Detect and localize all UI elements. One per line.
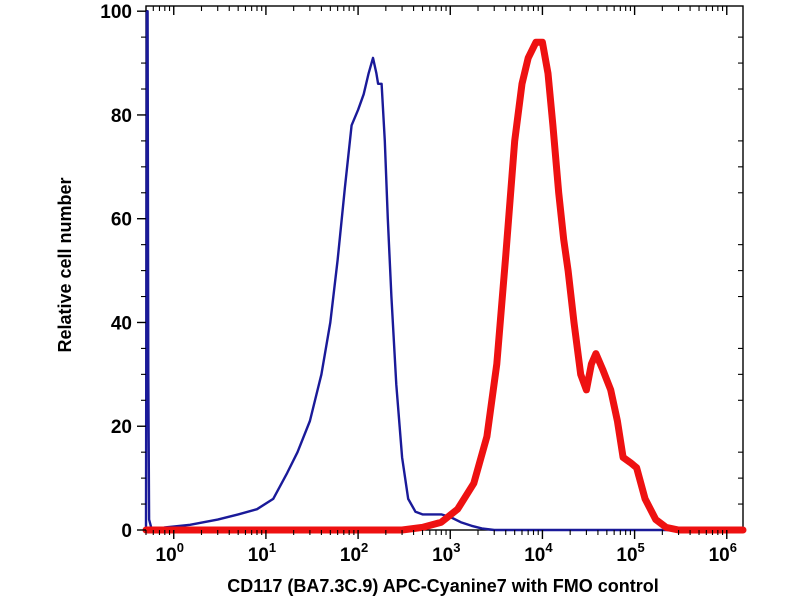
x-tick-label: 105 <box>616 540 644 566</box>
y-tick-label: 40 <box>111 313 132 334</box>
cd117-stained-histogram <box>142 38 747 534</box>
plot-border <box>145 5 744 531</box>
y-tick-label: 60 <box>111 210 132 231</box>
y-tick-label: 80 <box>111 106 132 127</box>
y-tick-label: 0 <box>121 521 132 542</box>
y-tick-label: 100 <box>100 2 132 23</box>
y-axis-title: Relative cell number <box>55 177 75 352</box>
series-layer <box>142 9 747 534</box>
fmo-control-histogram <box>144 9 745 532</box>
x-axis: 100 101 102 103 104 105 106 <box>145 6 737 566</box>
y-tick-label: 20 <box>111 417 132 438</box>
y-axis: 0 20 40 60 80 100 <box>100 2 743 542</box>
x-axis-title: CD117 (BA7.3C.9) APC-Cyanine7 with FMO c… <box>227 576 658 596</box>
plot-frame <box>145 5 744 531</box>
x-tick-label: 101 <box>248 540 276 566</box>
x-tick-label: 104 <box>524 540 553 566</box>
x-tick-label: 102 <box>340 540 368 566</box>
x-tick-label: 100 <box>156 540 184 566</box>
x-tick-label: 103 <box>432 540 460 566</box>
x-tick-label: 106 <box>709 540 737 566</box>
